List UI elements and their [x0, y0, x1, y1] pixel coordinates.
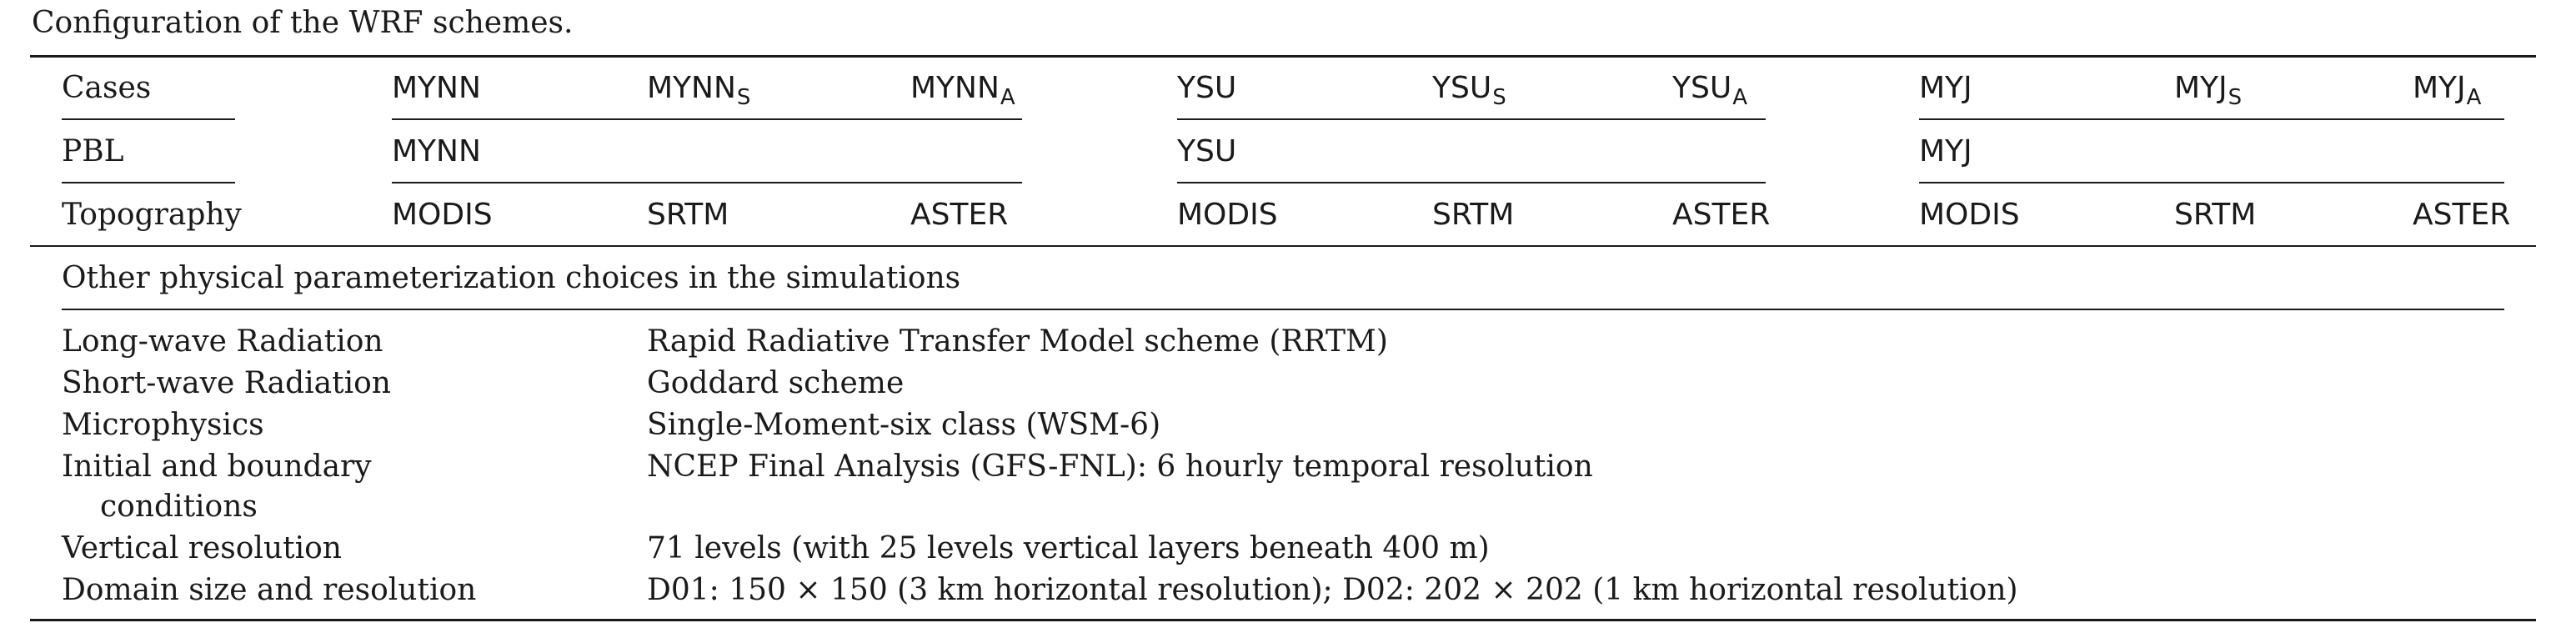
myj-group-rule	[1919, 118, 2504, 120]
param-label-continuation: conditions	[100, 490, 258, 524]
pbl-myj: MYJ	[1919, 134, 1972, 168]
other-params-heading: Other physical parameterization choices …	[62, 261, 961, 295]
param-value: 71 levels (with 25 levels vertical layer…	[647, 531, 1490, 565]
param-value: Goddard scheme	[647, 366, 905, 400]
mid-rule	[30, 245, 2536, 247]
param-label: Initial and boundary	[62, 450, 372, 484]
pbl-ysu-rule	[1177, 182, 1766, 183]
topo-cell: ASTER	[1672, 198, 1771, 232]
param-label: Domain size and resolution	[62, 573, 477, 607]
topo-cell: SRTM	[647, 198, 729, 232]
cases-label: Cases	[62, 71, 152, 105]
param-label: Long-wave Radiation	[62, 324, 383, 359]
topo-cell: SRTM	[2174, 198, 2257, 232]
pbl-mynn-rule	[392, 182, 1022, 183]
topo-cell: MODIS	[1919, 198, 2020, 232]
cases-label-rule	[62, 118, 235, 120]
param-value: D01: 150 × 150 (3 km horizontal resoluti…	[647, 573, 2018, 607]
bottom-rule	[30, 619, 2536, 621]
pbl-ysu: YSU	[1177, 134, 1237, 168]
topo-cell: MODIS	[1177, 198, 1278, 232]
param-value: NCEP Final Analysis (GFS-FNL): 6 hourly …	[647, 450, 1593, 484]
pbl-label-rule	[62, 182, 235, 183]
topo-cell: ASTER	[2413, 198, 2511, 232]
ysu-group-rule	[1177, 118, 1766, 120]
case-myj-s: MYJS	[2174, 71, 2243, 110]
param-value: Single-Moment-six class (WSM-6)	[647, 408, 1161, 442]
case-mynn-a: MYNNA	[910, 71, 1015, 110]
pbl-mynn: MYNN	[392, 134, 481, 168]
case-ysu-a: YSUA	[1672, 71, 1747, 110]
heading-rule	[62, 309, 2504, 310]
case-ysu: YSU	[1177, 71, 1237, 105]
topography-label: Topography	[62, 198, 242, 232]
case-mynn: MYNN	[392, 71, 481, 105]
case-mynn-s: MYNNS	[647, 71, 751, 110]
pbl-label: PBL	[62, 134, 124, 168]
case-ysu-s: YSUS	[1432, 71, 1506, 110]
mynn-group-rule	[392, 118, 1022, 120]
param-value: Rapid Radiative Transfer Model scheme (R…	[647, 324, 1388, 359]
pbl-myj-rule	[1919, 182, 2504, 183]
case-myj-a: MYJA	[2413, 71, 2482, 110]
param-label: Vertical resolution	[62, 531, 342, 565]
param-label: Microphysics	[62, 408, 264, 442]
param-label: Short-wave Radiation	[62, 366, 391, 400]
table-caption: Configuration of the WRF schemes.	[32, 6, 574, 40]
top-rule	[30, 55, 2536, 58]
topo-cell: MODIS	[392, 198, 493, 232]
case-myj: MYJ	[1919, 71, 1972, 105]
topo-cell: SRTM	[1432, 198, 1515, 232]
topo-cell: ASTER	[910, 198, 1009, 232]
